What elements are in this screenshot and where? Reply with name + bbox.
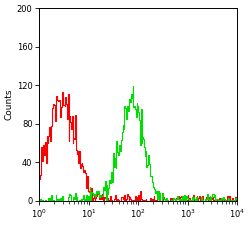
Y-axis label: Counts: Counts	[5, 89, 14, 120]
